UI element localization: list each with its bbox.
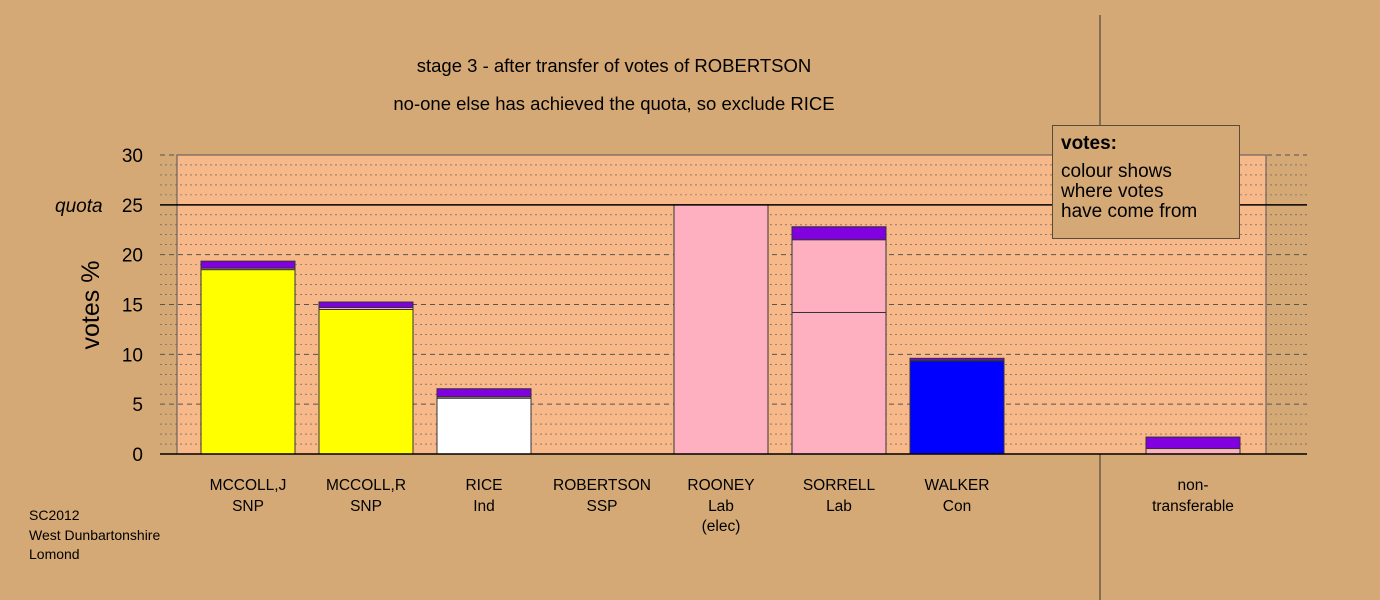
bar-segment: [318, 308, 414, 455]
legend-box: votes: colour shows where votes have com…: [1052, 125, 1240, 239]
corner-caption: SC2012 West Dunbartonshire Lomond: [29, 506, 160, 565]
x-label-party: transferable: [1152, 498, 1234, 515]
quota-label: quota: [55, 196, 103, 217]
x-label-party: SNP: [350, 498, 382, 515]
x-label-name: non-: [1177, 477, 1208, 494]
x-label-name: RICE: [465, 477, 502, 494]
bar-segment: [909, 357, 1005, 361]
corner-line-1: SC2012: [29, 507, 80, 523]
x-label-name: SORRELL: [803, 477, 876, 494]
x-label-note: (elec): [702, 518, 741, 535]
x-label-name: MCCOLL,R: [326, 477, 406, 494]
bar-segment: [1145, 448, 1241, 455]
legend-line-1: colour shows: [1061, 161, 1172, 182]
y-tick-labels: 0 5 10 15 20 25 30: [122, 146, 143, 466]
y-tick-label: 15: [122, 296, 143, 317]
bar-segment: [1145, 436, 1241, 450]
x-tick-labels: MCCOLL,J SNP MCCOLL,R SNP RICE Ind ROBERTSON SS…: [210, 477, 1234, 535]
bar-segment: [791, 311, 887, 455]
bar-segment: [200, 260, 296, 269]
x-label-party: Lab: [708, 498, 734, 515]
bar-segment: [318, 301, 414, 308]
x-label-party: Lab: [826, 498, 852, 515]
chart-subtitle: no-one else has achieved the quota, so e…: [393, 93, 834, 114]
y-tick-label: 25: [122, 196, 143, 217]
bar-segment: [673, 204, 769, 455]
bar-segment: [436, 388, 532, 398]
legend-line-3: have come from: [1061, 201, 1198, 222]
bar-segment: [909, 360, 1005, 455]
corner-line-2: West Dunbartonshire: [29, 526, 161, 543]
legend-line-2: where votes: [1061, 181, 1164, 202]
bar-segment: [200, 269, 296, 455]
chart-title: stage 3 - after transfer of votes of ROB…: [417, 55, 811, 76]
x-label-name: ROBERTSON: [553, 477, 651, 494]
corner-line-3: Lomond: [29, 546, 80, 562]
x-label-party: Con: [943, 498, 971, 515]
legend-heading: votes:: [1061, 133, 1117, 154]
y-tick-label: 10: [122, 345, 143, 366]
y-tick-label: 30: [122, 146, 143, 167]
x-label-party: Ind: [473, 498, 495, 515]
x-label-name: WALKER: [925, 477, 990, 494]
bar-segment: [791, 226, 887, 241]
x-label-name: MCCOLL,J: [210, 477, 287, 494]
x-label-party: SSP: [586, 498, 617, 515]
bar-segment: [436, 397, 532, 455]
y-tick-label: 20: [122, 246, 143, 267]
y-tick-label: 0: [132, 445, 143, 466]
x-label-party: SNP: [232, 498, 264, 515]
y-tick-label: 5: [132, 395, 143, 416]
bars: [200, 204, 1241, 455]
y-axis-label: votes %: [77, 261, 105, 350]
x-label-name: ROONEY: [687, 477, 754, 494]
bar-segment: [791, 239, 887, 313]
